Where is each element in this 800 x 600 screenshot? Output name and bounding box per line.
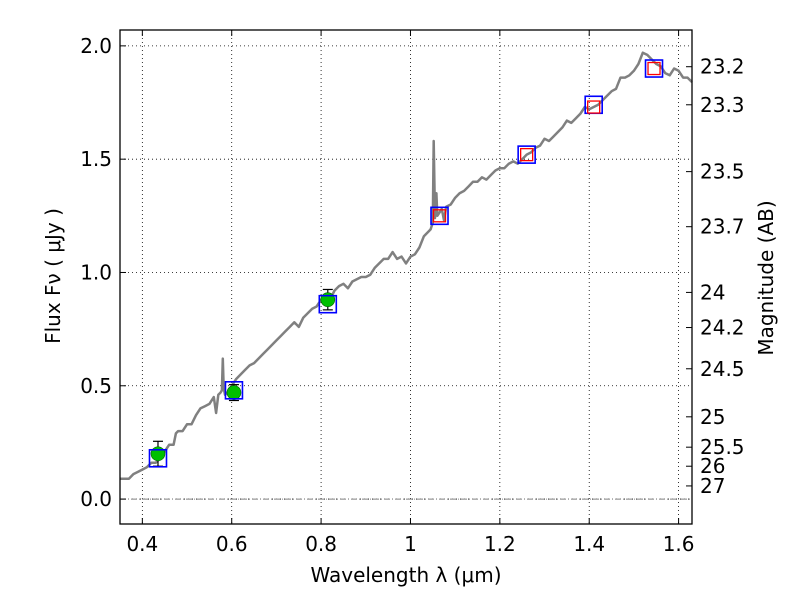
x-tick-label-5: 1.4 <box>573 532 605 556</box>
mag-tick-label-10: 27 <box>700 474 725 498</box>
grid <box>120 30 692 524</box>
mag-tick-label-3: 23.7 <box>700 215 745 239</box>
y-tick-label-2: 1.0 <box>80 260 112 284</box>
red-point-2 <box>587 100 601 114</box>
mag-tick-label-9: 26 <box>700 454 725 478</box>
red-point-1 <box>520 147 534 162</box>
x-tick-label-1: 0.6 <box>216 532 248 556</box>
x-tick-labels: 0.4 0.6 0.8 1 1.2 1.4 1.6 <box>126 532 694 556</box>
mag-tick-label-5: 24.2 <box>700 316 745 340</box>
spectrum-series <box>120 51 693 480</box>
red-point-0 <box>432 209 447 223</box>
y-axis-label-right: Magnitude (AB) <box>754 200 778 355</box>
x-tick-label-4: 1.2 <box>484 532 516 556</box>
y-tick-labels: 0.0 0.5 1.0 1.5 2.0 <box>80 34 112 511</box>
x-tick-label-3: 1 <box>404 532 417 556</box>
model-point-1 <box>224 381 244 400</box>
mag-tick-label-4: 24 <box>700 280 725 304</box>
x-tick-label-0: 0.4 <box>126 532 158 556</box>
plot-frame <box>119 29 693 525</box>
observed-points <box>150 292 336 462</box>
mag-tick-label-0: 23.2 <box>700 55 745 79</box>
x-axis-label: Wavelength λ (μm) <box>310 563 501 587</box>
y-tick-label-1: 0.5 <box>80 374 112 398</box>
model-point-3 <box>430 206 449 226</box>
y-axis-label-left: Flux Fν ( μJy ) <box>41 208 65 344</box>
y-tick-label-4: 2.0 <box>80 34 112 58</box>
y-tick-label-0: 0.0 <box>80 487 112 511</box>
model-point-6 <box>644 59 664 78</box>
mag-tick-label-6: 24.5 <box>700 357 745 381</box>
mag-tick-label-1: 23.3 <box>700 93 745 117</box>
model-point-4 <box>517 145 536 164</box>
mag-tick-label-7: 25 <box>700 405 725 429</box>
x-tick-label-6: 1.6 <box>663 532 695 556</box>
spectrum-line <box>120 51 693 480</box>
y-tick-label-3: 1.5 <box>80 147 112 171</box>
x-tick-label-2: 0.8 <box>305 532 337 556</box>
red-points <box>432 61 661 223</box>
observed-point-2 <box>320 292 336 307</box>
mag-tick-label-8: 25.5 <box>700 435 745 459</box>
observed-point-0 <box>150 446 166 462</box>
model-point-0 <box>148 448 168 468</box>
axis-ticks <box>120 30 692 524</box>
red-point-3 <box>647 61 661 76</box>
model-points <box>148 59 664 468</box>
mag-tick-label-2: 23.5 <box>700 160 745 184</box>
observed-point-1 <box>226 385 242 400</box>
model-point-2 <box>318 294 338 314</box>
